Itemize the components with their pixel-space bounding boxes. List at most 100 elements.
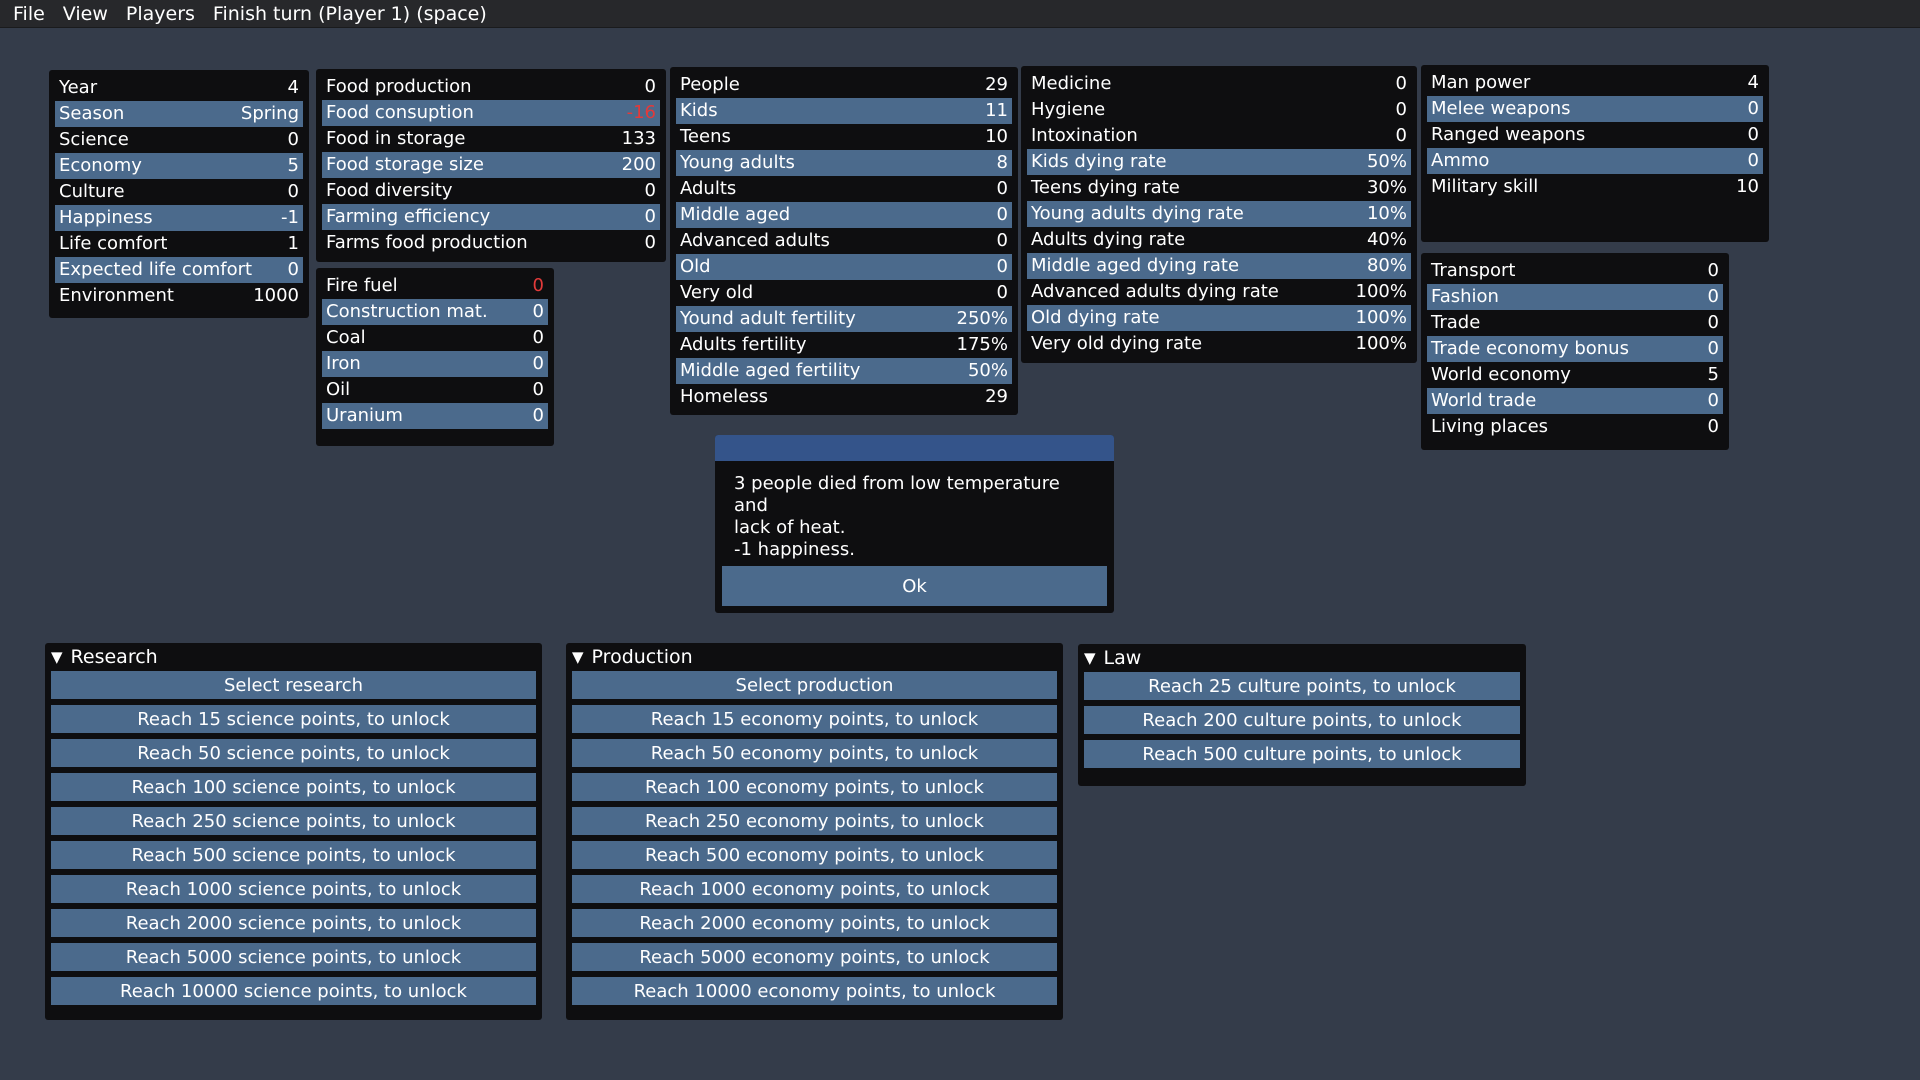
production-button-reach-2000-economy-points-to-unlock[interactable]: Reach 2000 economy points, to unlock — [572, 909, 1057, 937]
stat-label: Melee weapons — [1431, 98, 1571, 119]
stat-value: 5 — [1707, 364, 1719, 385]
stat-label: Coal — [326, 327, 366, 348]
stat-label: Middle aged dying rate — [1031, 255, 1240, 276]
stat-row-ammo: Ammo 0 — [1427, 148, 1763, 174]
dialog-message-line: lack of heat. — [734, 517, 846, 538]
stat-value: 0 — [1747, 150, 1759, 171]
research-header[interactable]: ▼ Research — [45, 643, 542, 671]
stat-label: Hygiene — [1031, 99, 1106, 120]
stat-value: 8 — [996, 152, 1008, 173]
law-button-reach-500-culture-points-to-unlock[interactable]: Reach 500 culture points, to unlock — [1084, 740, 1520, 768]
stat-row-man-power: Man power 4 — [1427, 70, 1763, 96]
stat-value: 0 — [532, 301, 544, 322]
stat-row-farms-food-production: Farms food production 0 — [322, 230, 660, 256]
stat-label: Teens dying rate — [1031, 177, 1180, 198]
research-button-reach-50-science-points-to-unlock[interactable]: Reach 50 science points, to unlock — [51, 739, 536, 767]
research-button-reach-2000-science-points-to-unlock[interactable]: Reach 2000 science points, to unlock — [51, 909, 536, 937]
research-button-reach-10000-science-points-to-unlock[interactable]: Reach 10000 science points, to unlock — [51, 977, 536, 1005]
research-button-reach-5000-science-points-to-unlock[interactable]: Reach 5000 science points, to unlock — [51, 943, 536, 971]
stat-row-oil: Oil 0 — [322, 377, 548, 403]
stat-row-culture: Culture 0 — [55, 179, 303, 205]
panel-military: Man power 4 Melee weapons 0 Ranged weapons 0 A… — [1421, 65, 1769, 242]
research-button-reach-250-science-points-to-unlock[interactable]: Reach 250 science points, to unlock — [51, 807, 536, 835]
stat-value: 10 — [1736, 176, 1759, 197]
stat-value: 0 — [287, 181, 299, 202]
stat-label: Culture — [59, 181, 125, 202]
panel-food: Food production 0 Food consuption -16 Food i… — [316, 69, 666, 262]
stat-label: Very old dying rate — [1031, 333, 1203, 354]
collapse-arrow-icon[interactable]: ▼ — [1084, 649, 1096, 667]
stat-label: Science — [59, 129, 129, 150]
research-title: Research — [70, 646, 158, 668]
production-button-reach-15-economy-points-to-unlock[interactable]: Reach 15 economy points, to unlock — [572, 705, 1057, 733]
stat-value: 0 — [287, 129, 299, 150]
stat-label: Season — [59, 103, 125, 124]
law-button-reach-200-culture-points-to-unlock[interactable]: Reach 200 culture points, to unlock — [1084, 706, 1520, 734]
stat-label: Adults fertility — [680, 334, 807, 355]
stat-row-food-storage-size: Food storage size 200 — [322, 152, 660, 178]
stat-label: Environment — [59, 285, 174, 306]
stat-label: Iron — [326, 353, 361, 374]
stat-row-military-skill: Military skill 10 — [1427, 174, 1763, 200]
stat-row-very-old-dying-rate: Very old dying rate 100% — [1027, 331, 1411, 357]
stat-label: Yound adult fertility — [680, 308, 856, 329]
panel-people: People 29 Kids 11 Teens 10 Young adults 8 Adults… — [670, 67, 1018, 415]
collapse-arrow-icon[interactable]: ▼ — [572, 648, 584, 666]
stat-value: 100% — [1355, 333, 1407, 354]
law-button-reach-25-culture-points-to-unlock[interactable]: Reach 25 culture points, to unlock — [1084, 672, 1520, 700]
production-button-select-production[interactable]: Select production — [572, 671, 1057, 699]
production-button-reach-250-economy-points-to-unlock[interactable]: Reach 250 economy points, to unlock — [572, 807, 1057, 835]
menu-players[interactable]: Players — [125, 2, 195, 25]
dialog-message-line: -1 happiness. — [734, 539, 855, 560]
stat-row-trade-economy-bonus: Trade economy bonus 0 — [1427, 336, 1723, 362]
stat-value: 175% — [956, 334, 1008, 355]
stat-label: Intoxination — [1031, 125, 1138, 146]
stat-value: 0 — [996, 256, 1008, 277]
production-header[interactable]: ▼ Production — [566, 643, 1063, 671]
stat-label: Fashion — [1431, 286, 1499, 307]
stat-value: -16 — [626, 102, 656, 123]
stat-value: 4 — [287, 77, 299, 98]
stat-value: 200 — [621, 154, 656, 175]
production-button-reach-500-economy-points-to-unlock[interactable]: Reach 500 economy points, to unlock — [572, 841, 1057, 869]
stat-label: Transport — [1431, 260, 1516, 281]
production-button-reach-10000-economy-points-to-unlock[interactable]: Reach 10000 economy points, to unlock — [572, 977, 1057, 1005]
research-button-select-research[interactable]: Select research — [51, 671, 536, 699]
stat-label: Trade — [1431, 312, 1481, 333]
production-button-reach-100-economy-points-to-unlock[interactable]: Reach 100 economy points, to unlock — [572, 773, 1057, 801]
stat-value: 11 — [985, 100, 1008, 121]
stat-row-homeless: Homeless 29 — [676, 384, 1012, 410]
research-button-reach-100-science-points-to-unlock[interactable]: Reach 100 science points, to unlock — [51, 773, 536, 801]
stat-value: 0 — [1747, 124, 1759, 145]
stat-value: 10% — [1366, 203, 1407, 224]
stat-row-very-old: Very old 0 — [676, 280, 1012, 306]
production-button-reach-50-economy-points-to-unlock[interactable]: Reach 50 economy points, to unlock — [572, 739, 1057, 767]
research-button-reach-500-science-points-to-unlock[interactable]: Reach 500 science points, to unlock — [51, 841, 536, 869]
stat-value: 0 — [532, 405, 544, 426]
ok-button[interactable]: Ok — [722, 566, 1107, 606]
stat-label: Trade economy bonus — [1431, 338, 1629, 359]
research-button-reach-15-science-points-to-unlock[interactable]: Reach 15 science points, to unlock — [51, 705, 536, 733]
menu-file[interactable]: File — [13, 2, 45, 25]
menu-finish-turn[interactable]: Finish turn (Player 1) (space) — [212, 2, 487, 25]
research-button-reach-1000-science-points-to-unlock[interactable]: Reach 1000 science points, to unlock — [51, 875, 536, 903]
stat-value: 0 — [996, 204, 1008, 225]
stat-label: Farms food production — [326, 232, 528, 253]
stat-row-construction-mat: Construction mat. 0 — [322, 299, 548, 325]
stat-row-fire-fuel: Fire fuel 0 — [322, 273, 548, 299]
collapse-arrow-icon[interactable]: ▼ — [51, 648, 63, 666]
stat-row-adults-dying-rate: Adults dying rate 40% — [1027, 227, 1411, 253]
stat-row-happiness: Happiness -1 — [55, 205, 303, 231]
production-button-reach-5000-economy-points-to-unlock[interactable]: Reach 5000 economy points, to unlock — [572, 943, 1057, 971]
stat-label: Oil — [326, 379, 351, 400]
stat-value: Spring — [240, 103, 299, 124]
stat-label: Food in storage — [326, 128, 466, 149]
stat-row-farming-efficiency: Farming efficiency 0 — [322, 204, 660, 230]
dialog-title-bar[interactable] — [715, 435, 1114, 461]
law-header[interactable]: ▼ Law — [1078, 644, 1526, 672]
production-button-reach-1000-economy-points-to-unlock[interactable]: Reach 1000 economy points, to unlock — [572, 875, 1057, 903]
stat-row-year: Year 4 — [55, 75, 303, 101]
menu-view[interactable]: View — [62, 2, 108, 25]
stat-value: 100% — [1355, 307, 1407, 328]
stat-value: 4 — [1747, 72, 1759, 93]
